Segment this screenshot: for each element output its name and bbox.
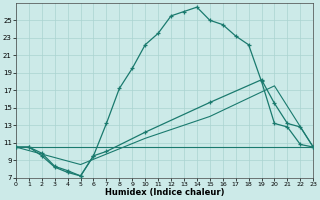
X-axis label: Humidex (Indice chaleur): Humidex (Indice chaleur)	[105, 188, 224, 197]
